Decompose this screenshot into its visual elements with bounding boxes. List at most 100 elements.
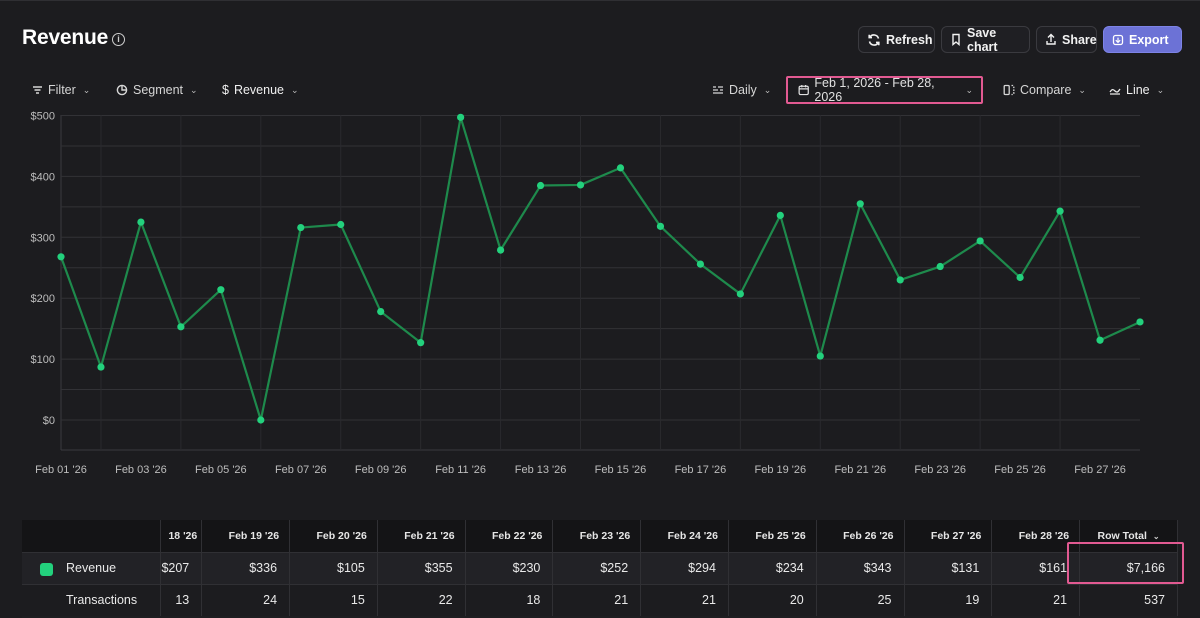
table-cell: 15 bbox=[289, 583, 378, 616]
share-button[interactable]: Share bbox=[1036, 26, 1097, 53]
data-point bbox=[776, 211, 784, 219]
compare-icon bbox=[1003, 84, 1015, 96]
table-cell: $161 bbox=[991, 551, 1081, 584]
y-tick-label: $300 bbox=[31, 232, 55, 244]
row-total-cell: $7,166 bbox=[1079, 551, 1178, 584]
table-cell: $294 bbox=[640, 551, 729, 584]
data-point bbox=[936, 262, 944, 271]
table-cell: 22 bbox=[377, 583, 466, 616]
date-range-label: Feb 1, 2026 - Feb 28, 2026 bbox=[814, 76, 935, 104]
data-point bbox=[377, 307, 385, 316]
column-header[interactable]: Feb 28 '26 bbox=[991, 520, 1081, 552]
chevron-down-icon: ⌄ bbox=[763, 84, 772, 95]
data-point bbox=[217, 286, 225, 294]
revenue-line-chart[interactable]: $0 $100 $200 $300 $400 $500 Feb 01 '26 Feb 03 '… bbox=[0, 108, 1200, 488]
table-cell: $105 bbox=[289, 551, 378, 584]
data-point bbox=[57, 253, 65, 261]
share-label: Share bbox=[1062, 32, 1097, 47]
x-tick-label: Feb 01 '26 bbox=[35, 464, 87, 476]
table-cell: $355 bbox=[377, 551, 466, 584]
column-header[interactable]: Feb 26 '26 bbox=[816, 520, 905, 552]
segment-icon bbox=[116, 84, 128, 96]
column-header[interactable]: Feb 23 '26 bbox=[552, 520, 642, 552]
series-line bbox=[59, 116, 1141, 422]
row-label: Transactions bbox=[66, 593, 138, 608]
data-point bbox=[536, 181, 545, 190]
granularity-label: Daily bbox=[729, 83, 757, 97]
table-cell: 24 bbox=[201, 583, 291, 616]
save-chart-button[interactable]: Save chart bbox=[941, 26, 1030, 54]
x-tick-label: Feb 07 '26 bbox=[275, 464, 327, 476]
refresh-button[interactable]: Refresh bbox=[858, 26, 935, 53]
data-point bbox=[496, 246, 505, 254]
column-header[interactable]: Feb 22 '26 bbox=[465, 520, 554, 552]
line-chart-icon bbox=[1109, 88, 1121, 95]
filter-dropdown[interactable]: Filter ⌄ bbox=[32, 82, 90, 98]
x-tick-label: Feb 03 '26 bbox=[115, 464, 167, 476]
info-icon[interactable]: i bbox=[112, 33, 125, 46]
table-cell: 13 bbox=[160, 583, 203, 616]
table-cell: $207 bbox=[160, 551, 203, 584]
data-point bbox=[576, 181, 585, 189]
metric-dropdown[interactable]: $ Revenue ⌄ bbox=[222, 82, 299, 98]
row-total-header[interactable]: Row Total ⌄ bbox=[1079, 520, 1178, 552]
data-point bbox=[137, 218, 145, 226]
y-tick-label: $500 bbox=[31, 111, 55, 123]
column-header[interactable]: 18 '26 bbox=[160, 520, 203, 552]
table-cell: 21 bbox=[991, 583, 1081, 616]
column-header[interactable]: Feb 24 '26 bbox=[640, 520, 729, 552]
row-total-label: Row Total bbox=[1097, 529, 1147, 542]
data-point bbox=[976, 237, 984, 245]
metric-label: Revenue bbox=[233, 83, 284, 97]
table-cell: 19 bbox=[904, 583, 993, 616]
x-tick-label: Feb 19 '26 bbox=[755, 464, 807, 476]
table-row-revenue[interactable]: Revenue $207 $336 $105 $355 $230 $252 $2… bbox=[22, 551, 1178, 584]
table-cell: 18 bbox=[465, 583, 554, 616]
chevron-down-icon: ⌄ bbox=[190, 84, 198, 95]
data-point bbox=[736, 290, 744, 298]
share-icon bbox=[1046, 33, 1056, 45]
x-tick-label: Feb 15 '26 bbox=[595, 464, 647, 476]
bookmark-icon bbox=[952, 33, 960, 46]
x-tick-label: Feb 17 '26 bbox=[675, 464, 727, 476]
table-cell: 25 bbox=[816, 583, 905, 616]
chart-type-dropdown[interactable]: Line ⌄ bbox=[1109, 82, 1164, 98]
x-tick-label: Feb 09 '26 bbox=[355, 464, 407, 476]
column-header[interactable]: Feb 21 '26 bbox=[377, 520, 466, 552]
page-header: Revenue i Refresh Save chart Share Expor… bbox=[0, 0, 1200, 78]
column-header[interactable]: Feb 20 '26 bbox=[289, 520, 378, 552]
segment-dropdown[interactable]: Segment ⌄ bbox=[116, 82, 198, 98]
data-point bbox=[816, 352, 824, 360]
top-border bbox=[0, 0, 1200, 1]
row-total-cell: 537 bbox=[1079, 583, 1178, 616]
x-tick-label: Feb 05 '26 bbox=[195, 464, 247, 476]
filter-label: Filter bbox=[48, 83, 76, 97]
calendar-icon bbox=[798, 85, 809, 96]
table-cell: $230 bbox=[465, 551, 554, 584]
date-range-picker[interactable]: Feb 1, 2026 - Feb 28, 2026 ⌄ bbox=[786, 76, 983, 104]
table-cell: 21 bbox=[552, 583, 642, 616]
table-cell: $131 bbox=[904, 551, 993, 584]
x-tick-label: Feb 11 '26 bbox=[435, 464, 486, 476]
table-header-label bbox=[22, 520, 162, 552]
column-header[interactable]: Feb 19 '26 bbox=[201, 520, 291, 552]
data-point bbox=[1056, 207, 1064, 215]
export-icon bbox=[1112, 34, 1124, 45]
dollar-icon: $ bbox=[222, 83, 229, 97]
granularity-dropdown[interactable]: Daily ⌄ bbox=[712, 82, 771, 98]
table-row-transactions[interactable]: Transactions 13 24 15 22 18 21 21 20 25 … bbox=[22, 583, 1178, 616]
row-label-cell: Revenue bbox=[22, 551, 162, 584]
data-point bbox=[856, 200, 864, 208]
granularity-icon bbox=[713, 86, 723, 94]
data-point bbox=[417, 339, 425, 347]
series-color-swatch[interactable] bbox=[40, 562, 53, 576]
x-tick-label: Feb 23 '26 bbox=[914, 464, 966, 476]
compare-dropdown[interactable]: Compare ⌄ bbox=[1003, 82, 1086, 98]
data-table: 18 '26 Feb 19 '26 Feb 20 '26 Feb 21 '26 … bbox=[22, 520, 1178, 618]
export-button[interactable]: Export bbox=[1103, 26, 1182, 53]
data-point bbox=[696, 260, 705, 268]
y-tick-label: $100 bbox=[31, 354, 55, 366]
column-header[interactable]: Feb 27 '26 bbox=[904, 520, 993, 552]
column-header[interactable]: Feb 25 '26 bbox=[728, 520, 817, 552]
chevron-down-icon: ⌄ bbox=[291, 84, 299, 95]
